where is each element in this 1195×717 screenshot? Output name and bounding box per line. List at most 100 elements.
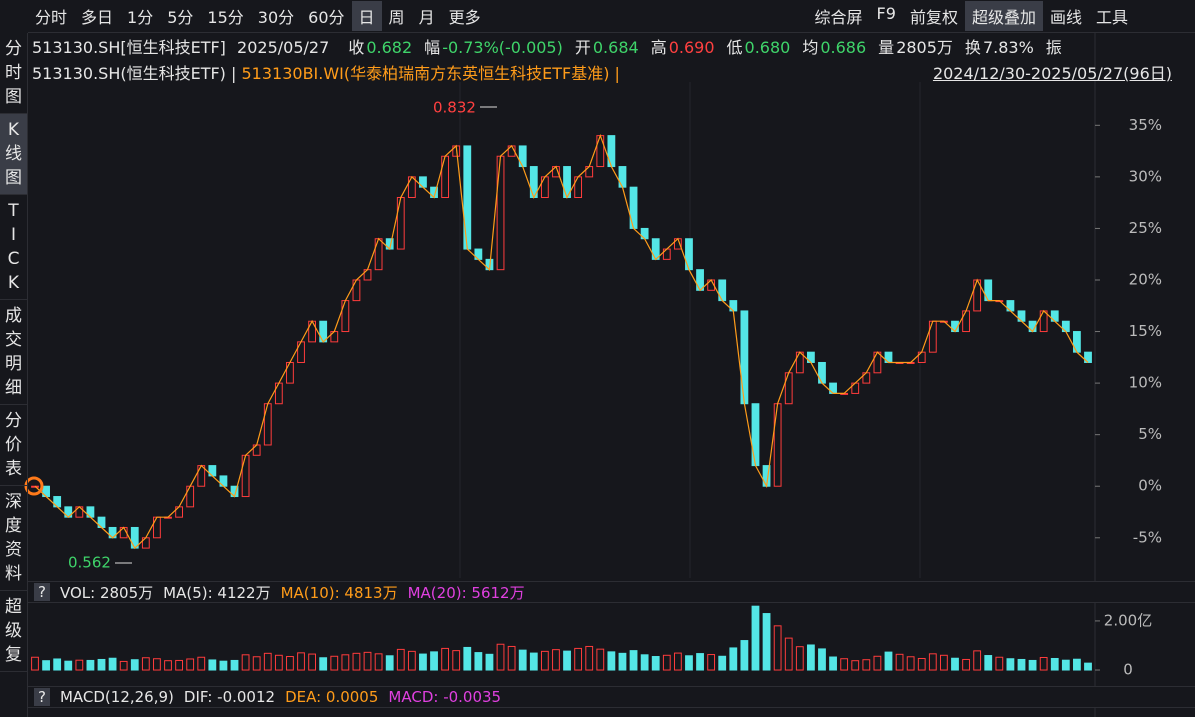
y-tick-label: 30% — [1129, 167, 1162, 185]
volume-bar — [928, 653, 937, 671]
tool-button[interactable]: 画线 — [1049, 8, 1082, 27]
candle — [441, 155, 450, 198]
volume-bar — [308, 653, 317, 671]
candle — [1039, 310, 1048, 333]
indicator-label: MA(20): 5612万 — [407, 583, 525, 602]
date-range[interactable]: 2024/12/30-2025/05/27(96日) — [932, 64, 1172, 83]
candle — [629, 186, 638, 229]
overlay-line — [34, 133, 1089, 550]
period-button[interactable]: 15分 — [207, 8, 244, 27]
volume-bar — [673, 652, 682, 671]
volume-bar — [31, 656, 39, 671]
tool-button[interactable]: F9 — [876, 4, 896, 23]
quote-label: 均 — [802, 38, 819, 57]
y-tick-label: 0% — [1138, 477, 1162, 495]
y-tick-label: 15% — [1129, 322, 1162, 340]
side-tab[interactable]: 超级复 — [0, 591, 27, 672]
volume-bar — [662, 654, 671, 671]
volume-bar — [995, 656, 1004, 671]
volume-bar — [230, 659, 239, 671]
tool-button[interactable]: 前复权 — [909, 8, 958, 27]
volume-bar — [951, 657, 959, 671]
quote-item: 高 0.690 — [651, 38, 721, 57]
period-button[interactable]: 5分 — [167, 8, 194, 27]
volume-bar — [1050, 657, 1059, 671]
candle — [197, 465, 206, 487]
volume-bar — [574, 647, 583, 671]
menu-button[interactable]: ? — [34, 583, 50, 601]
quote-item: 收 0.682 — [348, 38, 418, 57]
volume-bar — [75, 659, 84, 671]
tool-button[interactable]: 超级叠加 — [964, 1, 1043, 31]
quote-value: 0.682 — [366, 38, 413, 57]
candle — [297, 341, 305, 363]
candle — [651, 238, 660, 260]
volume-bar — [341, 654, 350, 671]
candle — [718, 279, 727, 302]
candle — [607, 135, 616, 168]
candle — [396, 196, 405, 250]
menu-button[interactable]: ? — [34, 688, 50, 706]
volume-bar — [252, 656, 261, 671]
volume-bar — [585, 645, 594, 671]
volume-bar — [729, 647, 738, 671]
period-button[interactable]: 60分 — [308, 8, 345, 27]
side-tab[interactable]: 成交明细 — [0, 300, 27, 405]
y-tick-label: 10% — [1129, 374, 1162, 392]
period-button[interactable]: 周 — [388, 8, 405, 27]
volume-bar — [153, 658, 161, 671]
volume-bar — [685, 655, 693, 671]
candle — [407, 176, 416, 198]
y-tick-label: -5% — [1133, 528, 1162, 546]
period-button[interactable]: 1分 — [127, 8, 154, 27]
volume-bar — [441, 647, 450, 671]
volume-bar — [1017, 658, 1026, 671]
volume-bar — [297, 652, 305, 671]
series-row: 513130.SH(恒生科技ETF) | 513130BI.WI(华泰柏瑞南方东… — [32, 60, 1172, 84]
side-tab[interactable]: 分时图 — [0, 33, 27, 114]
side-tab[interactable]: 深度资料 — [0, 486, 27, 591]
volume-bar — [651, 656, 660, 671]
tool-button[interactable]: 工具 — [1095, 8, 1128, 27]
indicator-label: DIF: -0.0012 — [183, 688, 276, 706]
candle — [274, 382, 283, 405]
volume-bar — [141, 657, 150, 671]
marker — [24, 476, 44, 496]
tool-button[interactable]: 综合屏 — [814, 8, 863, 27]
period-button[interactable]: 30分 — [257, 8, 295, 27]
volume-bar — [718, 655, 727, 671]
quote-date: 2025/05/27 — [237, 38, 330, 57]
quote-value: 0.690 — [668, 38, 715, 57]
volume-bar — [86, 659, 95, 671]
volume-bar — [419, 653, 427, 671]
quote-item: 换 7.83% — [965, 38, 1040, 57]
volume-bar — [984, 655, 993, 671]
candle — [319, 320, 328, 343]
candle — [352, 279, 361, 302]
volume-header: ? VOL: 2805万 MA(5): 4122万 MA(10): 4813万 MA(2… — [28, 581, 1195, 603]
period-button[interactable]: 分时 — [35, 8, 68, 27]
volume-bar — [540, 650, 549, 671]
volume-bar — [219, 660, 228, 671]
overlay-series: 513130BI.WI(华泰柏瑞南方东英恒生科技ETF基准) | — [241, 64, 620, 83]
candle — [130, 526, 139, 549]
period-button[interactable]: 日 — [351, 1, 382, 31]
period-button[interactable]: 更多 — [448, 8, 481, 27]
period-button[interactable]: 月 — [418, 8, 435, 27]
volume-bar — [97, 658, 106, 671]
volume-bar — [1061, 659, 1070, 671]
security-name: 513130.SH[恒生科技ETF] — [32, 38, 226, 57]
toolbar: 分时 多日 1分 5分 15分 30分 60分日周月更多 综合屏 F9 前复权 超级叠加 画线 工具 — [28, 0, 1195, 33]
volume-bar — [186, 658, 195, 671]
volume-bar — [773, 625, 782, 671]
volume-bar — [352, 652, 361, 671]
candle — [341, 300, 350, 333]
indicator-label: MACD(12,26,9) — [59, 688, 174, 706]
side-tab[interactable]: 分价表 — [0, 405, 27, 486]
volume-bar — [1006, 658, 1015, 671]
quote-value: 0.686 — [820, 38, 867, 57]
main-series: 513130.SH(恒生科技ETF) | — [32, 64, 237, 83]
period-button[interactable]: 多日 — [81, 8, 114, 27]
